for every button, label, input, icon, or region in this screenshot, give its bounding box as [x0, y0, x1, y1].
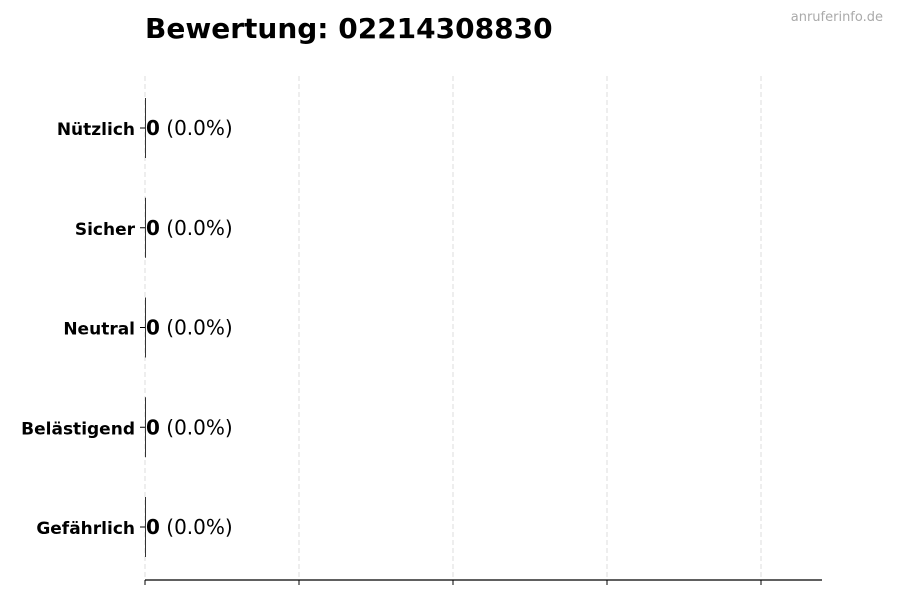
data-label-count: 0 [146, 316, 160, 340]
data-label-count: 0 [146, 116, 160, 140]
data-label: 0 (0.0%) [146, 515, 233, 539]
y-tick-label: Gefährlich [36, 519, 135, 539]
data-label-count: 0 [146, 515, 160, 539]
data-label-percent: (0.0%) [160, 415, 233, 439]
data-label: 0 (0.0%) [146, 216, 233, 240]
data-label-percent: (0.0%) [160, 316, 233, 340]
bar [145, 497, 146, 557]
data-label-percent: (0.0%) [160, 116, 233, 140]
data-label-count: 0 [146, 415, 160, 439]
y-tick-label: Belästigend [21, 419, 135, 439]
data-label-count: 0 [146, 216, 160, 240]
y-tick-label: Neutral [63, 320, 135, 340]
bar [145, 297, 146, 358]
watermark: anruferinfo.de [790, 10, 883, 25]
data-label: 0 (0.0%) [146, 415, 233, 439]
y-tick-label: Sicher [75, 220, 136, 240]
bar [145, 197, 146, 258]
bar [145, 397, 146, 458]
data-label: 0 (0.0%) [146, 316, 233, 340]
data-label: 0 (0.0%) [146, 116, 233, 140]
data-label-percent: (0.0%) [160, 515, 233, 539]
bar [145, 98, 146, 158]
y-tick-label: Nützlich [57, 120, 135, 140]
chart-title: Bewertung: 02214308830 [145, 12, 553, 45]
data-label-percent: (0.0%) [160, 216, 233, 240]
